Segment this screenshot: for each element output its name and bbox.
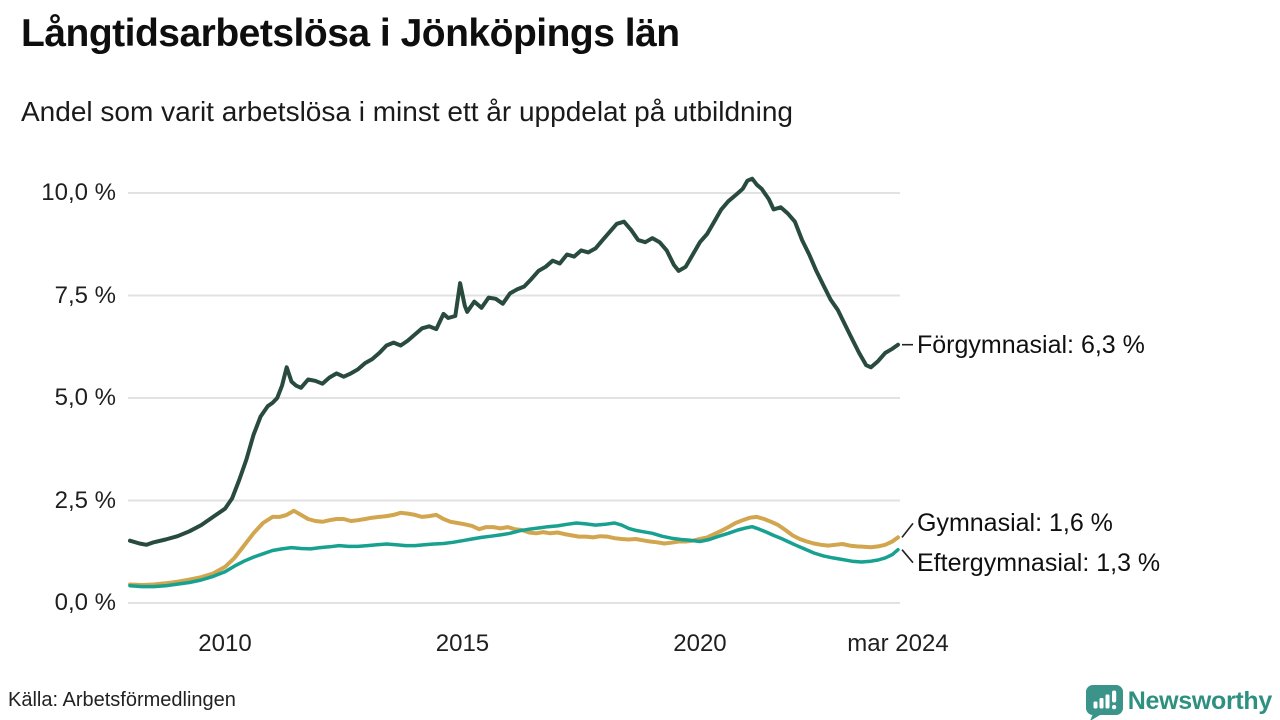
label-connector-eftergymnasial [901,549,914,564]
series-end-label-eftergymnasial: Eftergymnasial: 1,3 % [917,548,1161,577]
newsworthy-wordmark: Newsworthy [1127,686,1273,715]
chart-title: Långtidsarbetslösa i Jönköpings län [21,12,680,55]
series-line-förgymnasial [128,176,900,547]
series-end-label-gymnasial: Gymnasial: 1,6 % [917,509,1113,538]
source-note: Källa: Arbetsförmedlingen [8,689,236,711]
gridlines [128,192,900,604]
label-connectors [901,343,914,564]
series-line-gymnasial [128,508,900,587]
series-line-eftergymnasial [128,521,900,589]
series-lines [128,176,900,589]
series-end-label-förgymnasial: Förgymnasial: 6,3 % [917,330,1145,359]
x-axis-tick-2015: 2015 [435,630,490,657]
label-connector-gymnasial [901,522,914,538]
y-axis-tick-0,0 %: 0,0 % [54,589,116,616]
x-axis-tick-2020: 2020 [673,630,727,657]
y-axis-tick-2,5 %: 2,5 % [54,486,116,514]
newsworthy-brand: Newsworthy [1127,683,1273,719]
newsworthy-logo-icon [1086,685,1123,720]
y-axis-tick-7,5 %: 7,5 % [54,281,116,309]
y-axis-tick-5,0 %: 5,0 % [54,384,116,411]
y-axis-tick-10,0 %: 10,0 % [41,179,116,206]
chart-subtitle: Andel som varit arbetslösa i minst ett å… [21,96,793,127]
x-axis-tick-mar-2024: mar 2024 [847,630,949,657]
x-axis-tick-2010: 2010 [198,630,252,657]
